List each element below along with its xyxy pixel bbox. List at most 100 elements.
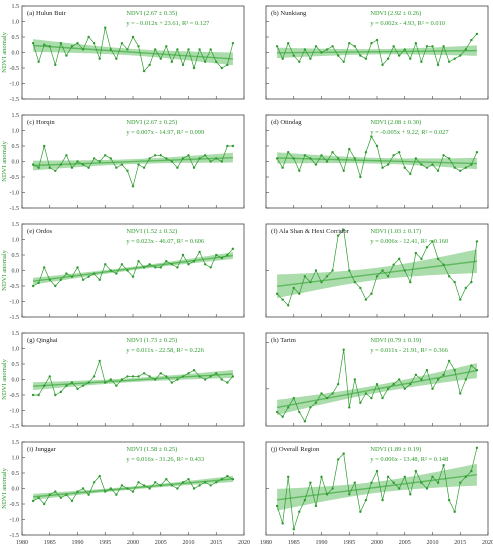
data-point [447,275,451,278]
y-tick-label: 0.0 [12,51,20,57]
y-tick-label: 1.0 [12,347,20,353]
data-point [226,144,229,148]
data-point [325,160,329,163]
data-point [398,257,401,261]
data-point [231,247,235,250]
y-tick-label: 1.0 [12,238,20,244]
data-point [420,60,423,63]
data-point [336,157,340,160]
data-point [137,260,140,263]
data-point [126,269,129,272]
data-point [65,272,68,275]
data-point [137,375,140,378]
data-point [409,172,412,176]
data-point [464,48,467,51]
data-point [31,499,35,503]
data-point [342,228,345,232]
data-point [364,498,368,502]
data-point [81,487,85,490]
data-point [109,157,113,160]
y-tick-label: 1.0 [12,456,20,462]
data-point [353,157,356,160]
data-point [131,375,135,378]
y-tick-label: -0.5 [10,393,20,399]
y-tick-label: -1.0 [10,191,20,197]
panel-stat: NDVI (1.89 ± 0.19) [370,446,421,453]
x-tick-label: 2015 [210,540,222,546]
data-point [231,375,235,378]
data-point [331,45,334,48]
data-point [198,157,201,160]
data-point [159,57,162,60]
data-point [187,372,190,375]
data-point [320,475,323,479]
chart-panel-4: (d) Otindag NDVI (2.08 ± 0.30) y = -0.005x… [265,114,489,209]
data-point [120,484,124,487]
data-point [470,280,473,284]
data-point [48,493,51,496]
data-point [375,275,379,278]
panel-equation: y = 0.007x - 14.97, R² = 0.099 [126,129,204,136]
panel-stat: NDVI (2.08 ± 0.30) [370,119,421,126]
data-point [198,484,201,487]
data-point [453,166,456,169]
data-point [215,481,218,484]
data-point [303,498,307,502]
data-point [275,292,279,295]
data-point [43,144,46,148]
data-point [154,378,157,381]
data-point [292,286,295,290]
data-point [203,60,207,63]
data-point [386,387,390,390]
y-tick-label: -1.5 [10,315,20,321]
panel-title: (j) Overall Region [271,446,320,453]
data-point [464,475,467,479]
panel-equation: y = - 0.012x + 23.61, R² = 0.127 [126,20,210,27]
chart-panel-6: (f) Ala Shan & Hexi Corridor NDVI (1.03 ±… [265,223,489,318]
data-point [442,263,445,266]
panel-equation: y = -0.005x + 9.22, R² = 0.027 [370,129,449,136]
data-point [115,57,118,60]
data-point [281,57,284,60]
data-point [43,384,46,387]
data-point [381,396,384,400]
trend-line [276,369,478,409]
data-point [31,163,35,166]
data-point [203,481,207,484]
data-point [287,151,290,154]
data-point [104,263,107,266]
data-point [403,269,406,272]
data-point [425,487,429,490]
data-point [442,373,445,377]
panel-equation: y = 0.011x - 22.58, R² = 0.226 [126,347,204,354]
y-tick-label: 0.0 [12,378,20,384]
data-point [43,266,46,269]
data-point [370,481,373,484]
y-tick-label: -0.5 [10,175,20,181]
data-point [386,57,390,60]
data-point [181,375,185,378]
data-point [115,166,118,169]
data-point [87,381,90,384]
panel-title: (f) Ala Shan & Hexi Corridor [271,228,350,235]
data-point [65,384,68,387]
data-point [403,166,406,169]
data-point [364,298,368,301]
data-point [70,499,74,503]
data-point [126,169,129,172]
data-point [165,375,168,378]
data-point [403,475,406,479]
data-point [348,269,351,272]
chart-panel-2: (b) Nunkiang NDVI (2.92 ± 0.26) y = 0.002x… [265,5,489,100]
panel-title: (c) Horqin [27,119,55,126]
data-point [392,263,395,266]
y-axis-label: NDVI anomaly [1,31,8,73]
data-point [70,45,74,48]
data-point [420,257,423,261]
data-point [353,481,356,484]
data-point [342,452,345,455]
panel-stat: NDVI (2.67 ± 0.35) [126,10,177,17]
data-point [392,154,395,157]
data-point [392,382,395,386]
panel-stat: NDVI (1.03 ± 0.17) [370,228,421,235]
